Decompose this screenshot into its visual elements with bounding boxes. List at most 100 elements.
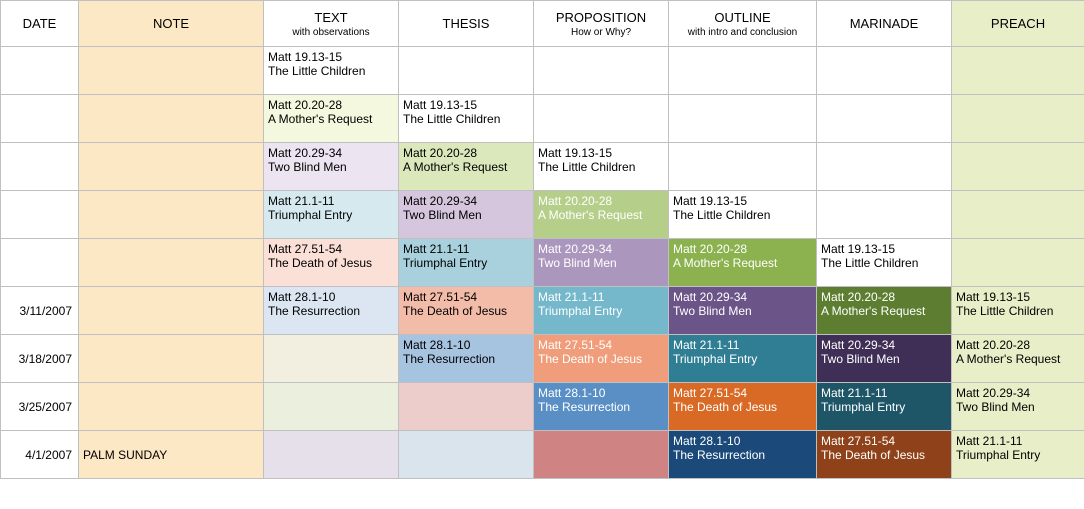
passage-title: Two Blind Men <box>673 304 812 318</box>
text-cell: Matt 20.20-28A Mother's Request <box>264 95 399 143</box>
col-header-label: OUTLINE <box>714 10 770 25</box>
col-header-sublabel: with intro and conclusion <box>673 27 812 38</box>
note-cell <box>79 287 264 335</box>
marinade-cell <box>817 143 952 191</box>
table-row: Matt 27.51-54The Death of JesusMatt 21.1… <box>1 239 1084 287</box>
note-cell <box>79 95 264 143</box>
passage-reference: Matt 20.20-28 <box>821 290 947 304</box>
note-cell <box>79 335 264 383</box>
proposition-cell <box>534 95 669 143</box>
col-header-thesis: THESIS <box>399 1 534 47</box>
preach-cell <box>952 239 1084 287</box>
date-cell <box>1 239 79 287</box>
preach-cell: Matt 21.1-11Triumphal Entry <box>952 431 1084 479</box>
proposition-cell: Matt 19.13-15The Little Children <box>534 143 669 191</box>
passage-reference: Matt 27.51-54 <box>538 338 664 352</box>
proposition-cell: Matt 28.1-10The Resurrection <box>534 383 669 431</box>
passage-title: Two Blind Men <box>268 160 394 174</box>
passage-reference: Matt 20.29-34 <box>268 146 394 160</box>
proposition-cell <box>534 431 669 479</box>
passage-title: Triumphal Entry <box>956 448 1080 462</box>
col-header-label: TEXT <box>314 10 347 25</box>
col-header-label: PROPOSITION <box>556 10 646 25</box>
thesis-cell: Matt 27.51-54The Death of Jesus <box>399 287 534 335</box>
preach-cell: Matt 20.20-28A Mother's Request <box>952 335 1084 383</box>
outline-cell <box>669 143 817 191</box>
col-header-label: THESIS <box>443 16 490 31</box>
passage-reference: Matt 27.51-54 <box>268 242 394 256</box>
passage-title: The Death of Jesus <box>403 304 529 318</box>
thesis-cell <box>399 431 534 479</box>
proposition-cell: Matt 20.29-34Two Blind Men <box>534 239 669 287</box>
passage-reference: Matt 21.1-11 <box>403 242 529 256</box>
passage-title: The Death of Jesus <box>821 448 947 462</box>
passage-reference: Matt 21.1-11 <box>673 338 812 352</box>
passage-title: The Death of Jesus <box>673 400 812 414</box>
passage-reference: Matt 19.13-15 <box>403 98 529 112</box>
passage-reference: Matt 20.29-34 <box>538 242 664 256</box>
marinade-cell: Matt 27.51-54The Death of Jesus <box>817 431 952 479</box>
passage-title: Triumphal Entry <box>821 400 947 414</box>
proposition-cell: Matt 21.1-11Triumphal Entry <box>534 287 669 335</box>
thesis-cell: Matt 28.1-10The Resurrection <box>399 335 534 383</box>
text-cell <box>264 431 399 479</box>
passage-title: A Mother's Request <box>956 352 1080 366</box>
passage-reference: Matt 19.13-15 <box>821 242 947 256</box>
passage-title: A Mother's Request <box>821 304 947 318</box>
passage-title: Triumphal Entry <box>673 352 812 366</box>
outline-cell <box>669 95 817 143</box>
passage-reference: Matt 27.51-54 <box>673 386 812 400</box>
passage-title: Two Blind Men <box>403 208 529 222</box>
passage-title: The Little Children <box>538 160 664 174</box>
text-cell: Matt 27.51-54The Death of Jesus <box>264 239 399 287</box>
passage-title: Triumphal Entry <box>403 256 529 270</box>
passage-title: The Death of Jesus <box>538 352 664 366</box>
thesis-cell <box>399 383 534 431</box>
note-cell <box>79 143 264 191</box>
passage-reference: Matt 20.20-28 <box>538 194 664 208</box>
passage-reference: Matt 20.20-28 <box>268 98 394 112</box>
note-cell <box>79 47 264 95</box>
marinade-cell: Matt 20.20-28A Mother's Request <box>817 287 952 335</box>
col-header-date: DATE <box>1 1 79 47</box>
col-header-note: NOTE <box>79 1 264 47</box>
col-header-sublabel: How or Why? <box>538 27 664 38</box>
passage-title: A Mother's Request <box>673 256 812 270</box>
outline-cell: Matt 19.13-15The Little Children <box>669 191 817 239</box>
passage-title: A Mother's Request <box>403 160 529 174</box>
text-cell: Matt 21.1-11Triumphal Entry <box>264 191 399 239</box>
passage-title: The Little Children <box>956 304 1080 318</box>
table-row: 3/25/2007Matt 28.1-10The ResurrectionMat… <box>1 383 1084 431</box>
passage-reference: Matt 28.1-10 <box>673 434 812 448</box>
passage-title: The Little Children <box>821 256 947 270</box>
col-header-marinade: MARINADE <box>817 1 952 47</box>
outline-cell: Matt 20.20-28A Mother's Request <box>669 239 817 287</box>
passage-reference: Matt 28.1-10 <box>538 386 664 400</box>
passage-reference: Matt 20.29-34 <box>403 194 529 208</box>
preach-cell <box>952 95 1084 143</box>
text-cell <box>264 383 399 431</box>
passage-title: The Little Children <box>673 208 812 222</box>
table-row: Matt 21.1-11Triumphal Entry Matt 20.29-34… <box>1 191 1084 239</box>
passage-reference: Matt 20.29-34 <box>821 338 947 352</box>
thesis-cell: Matt 21.1-11Triumphal Entry <box>399 239 534 287</box>
passage-reference: Matt 28.1-10 <box>403 338 529 352</box>
preach-cell <box>952 143 1084 191</box>
passage-reference: Matt 21.1-11 <box>538 290 664 304</box>
passage-reference: Matt 21.1-11 <box>268 194 394 208</box>
passage-reference: Matt 27.51-54 <box>403 290 529 304</box>
passage-reference: Matt 20.20-28 <box>673 242 812 256</box>
passage-reference: Matt 20.20-28 <box>403 146 529 160</box>
col-header-label: PREACH <box>991 16 1045 31</box>
note-cell: PALM SUNDAY <box>79 431 264 479</box>
table-row: Matt 19.13-15The Little Children <box>1 47 1084 95</box>
passage-title: The Little Children <box>268 64 394 78</box>
thesis-cell: Matt 19.13-15The Little Children <box>399 95 534 143</box>
col-header-label: DATE <box>23 16 57 31</box>
passage-reference: Matt 21.1-11 <box>956 434 1080 448</box>
col-header-preach: PREACH <box>952 1 1084 47</box>
col-header-text: TEXTwith observations <box>264 1 399 47</box>
outline-cell: Matt 28.1-10The Resurrection <box>669 431 817 479</box>
preach-cell: Matt 20.29-34Two Blind Men <box>952 383 1084 431</box>
marinade-cell <box>817 191 952 239</box>
